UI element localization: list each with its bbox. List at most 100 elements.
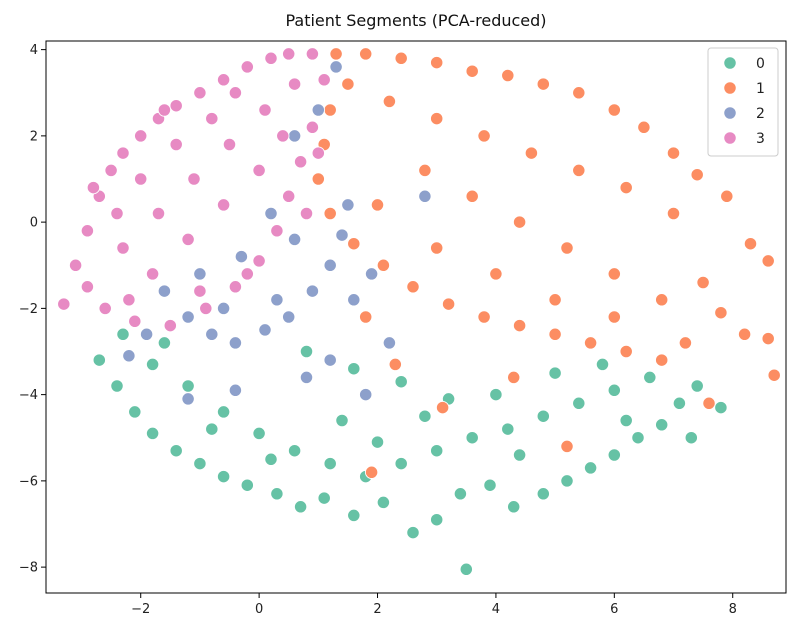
- point-series-0-54: [335, 413, 349, 428]
- point-series-1-30: [347, 237, 361, 251]
- point-series-0-1: [110, 379, 124, 393]
- point-series-0-23: [631, 431, 645, 445]
- point-series-0-21: [583, 461, 598, 475]
- point-series-1-23: [583, 336, 598, 350]
- point-series-3-21: [228, 280, 243, 294]
- point-series-0-20: [560, 474, 574, 488]
- point-series-1-25: [512, 318, 527, 333]
- point-series-2-23: [359, 387, 373, 402]
- point-series-1-26: [477, 310, 491, 324]
- point-series-1-5: [501, 68, 515, 83]
- point-series-0-3: [145, 426, 160, 441]
- point-series-1-4: [465, 64, 479, 78]
- point-series-1-35: [341, 77, 355, 91]
- point-series-3-22: [199, 301, 213, 316]
- point-series-0-27: [714, 400, 728, 415]
- point-series-3-12: [264, 51, 278, 65]
- point-series-1-36: [382, 94, 397, 109]
- point-series-2-8: [335, 228, 349, 242]
- y-tick-label-0: 4: [30, 43, 38, 58]
- point-series-1-50: [430, 241, 444, 255]
- point-series-0-11: [347, 508, 361, 523]
- point-series-0-26: [690, 379, 704, 393]
- point-series-0-46: [299, 344, 314, 359]
- point-series-0-19: [536, 487, 550, 501]
- point-series-3-4: [104, 163, 118, 178]
- point-series-1-46: [560, 241, 574, 255]
- point-series-0-33: [287, 444, 302, 458]
- point-series-0-56: [512, 448, 527, 462]
- point-series-3-36: [216, 198, 231, 212]
- point-series-3-24: [128, 314, 142, 328]
- point-series-0-34: [323, 456, 337, 471]
- x-tick-label-5: 8: [729, 602, 737, 617]
- point-series-1-3: [430, 55, 444, 70]
- point-series-0-53: [264, 452, 278, 466]
- point-series-2-17: [347, 293, 361, 307]
- point-series-0-18: [507, 500, 521, 514]
- point-series-2-10: [287, 232, 302, 247]
- point-series-3-0: [57, 297, 71, 311]
- point-series-3-45: [299, 206, 314, 221]
- point-series-3-26: [80, 280, 95, 294]
- x-tick-label-2: 2: [373, 602, 381, 617]
- point-series-0-14: [430, 513, 444, 527]
- legend-marker-2: [723, 106, 737, 120]
- point-series-1-28: [406, 280, 420, 294]
- point-series-1-27: [441, 297, 456, 311]
- point-series-0-0: [92, 353, 106, 367]
- point-series-0-51: [548, 366, 562, 380]
- point-series-3-37: [252, 163, 266, 178]
- point-series-0-10: [317, 491, 331, 505]
- point-series-3-20: [252, 254, 266, 268]
- point-series-1-38: [477, 129, 491, 143]
- point-series-1-47: [607, 267, 621, 281]
- point-series-1-21: [655, 353, 669, 367]
- point-series-2-5: [282, 310, 296, 324]
- y-tick-label-3: −2: [19, 302, 38, 317]
- y-tick-label-1: 2: [30, 129, 38, 144]
- point-series-0-39: [501, 422, 515, 436]
- point-series-0-32: [252, 426, 266, 441]
- point-series-1-14: [761, 254, 775, 268]
- point-series-1-34: [323, 103, 337, 117]
- point-series-1-56: [435, 400, 450, 415]
- point-series-1-17: [737, 327, 752, 341]
- point-series-1-12: [720, 189, 734, 203]
- point-series-3-28: [151, 206, 166, 221]
- point-series-1-37: [430, 111, 444, 126]
- point-series-0-24: [655, 418, 669, 432]
- point-series-3-6: [134, 129, 148, 143]
- point-series-2-22: [122, 349, 136, 363]
- y-axis: 4 2 0 −2 −4 −6 −8: [19, 43, 46, 576]
- point-series-3-47: [122, 293, 136, 307]
- point-series-1-2: [394, 51, 408, 65]
- point-series-0-5: [193, 456, 207, 471]
- point-series-0-16: [459, 562, 473, 576]
- point-series-1-49: [370, 198, 385, 212]
- point-series-2-24: [382, 336, 397, 350]
- point-series-1-11: [690, 168, 704, 182]
- legend-label-3: 3: [756, 131, 765, 147]
- point-series-2-11: [264, 206, 278, 221]
- point-series-0-8: [270, 487, 284, 501]
- point-series-3-34: [205, 111, 219, 126]
- point-series-3-29: [187, 172, 201, 186]
- point-series-0-30: [181, 379, 195, 393]
- point-series-3-16: [305, 120, 320, 134]
- point-series-1-24: [548, 327, 562, 341]
- point-series-1-0: [329, 47, 343, 61]
- point-series-2-1: [181, 310, 195, 324]
- point-series-1-48: [655, 293, 669, 307]
- point-series-2-6: [305, 284, 320, 298]
- point-series-3-39: [110, 206, 124, 221]
- point-series-2-29: [139, 327, 154, 341]
- point-series-2-16: [287, 129, 302, 143]
- x-axis: −2 0 2 4 6 8: [131, 593, 737, 617]
- point-series-0-9: [293, 500, 308, 514]
- point-series-2-27: [216, 301, 231, 316]
- point-series-0-12: [376, 495, 391, 510]
- point-series-3-2: [80, 224, 95, 238]
- point-series-2-21: [181, 392, 195, 406]
- point-series-0-48: [394, 375, 408, 389]
